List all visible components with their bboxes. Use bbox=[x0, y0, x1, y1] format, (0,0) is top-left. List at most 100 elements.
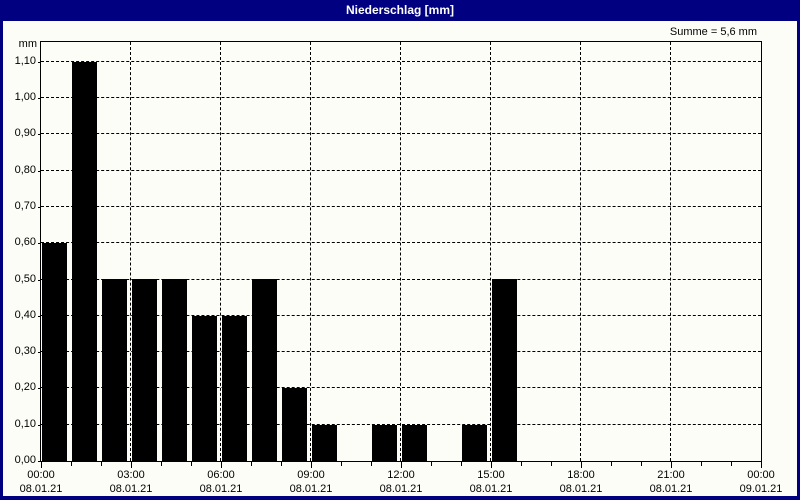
x-tick bbox=[671, 462, 672, 468]
x-tick bbox=[371, 462, 372, 466]
y-tick-label: 1,10 bbox=[14, 55, 36, 67]
y-tick bbox=[38, 171, 41, 172]
x-tick bbox=[701, 462, 702, 466]
y-tick bbox=[38, 388, 41, 389]
y-tick-label: 0,20 bbox=[14, 381, 36, 393]
h-gridline bbox=[41, 279, 761, 280]
y-tick bbox=[38, 316, 41, 317]
y-axis-unit-label: mm bbox=[18, 38, 37, 50]
x-tick bbox=[611, 462, 612, 466]
x-tick bbox=[731, 462, 732, 466]
y-tick bbox=[38, 243, 41, 244]
y-tick bbox=[38, 207, 41, 208]
plot-area bbox=[40, 41, 762, 462]
x-tick bbox=[401, 462, 402, 468]
y-tick bbox=[38, 280, 41, 281]
x-tick bbox=[341, 462, 342, 466]
bar bbox=[72, 62, 97, 461]
x-tick bbox=[161, 462, 162, 466]
y-tick-label: 1,00 bbox=[14, 91, 36, 103]
y-tick-label: 0,50 bbox=[14, 273, 36, 285]
x-tick bbox=[131, 462, 132, 468]
bar bbox=[132, 279, 157, 461]
bar bbox=[492, 279, 517, 461]
sum-annotation: Summe = 5,6 mm bbox=[669, 26, 757, 38]
h-gridline bbox=[41, 133, 761, 134]
x-tick-date-label: 08.01.21 bbox=[289, 483, 333, 495]
x-tick-date-label: 08.01.21 bbox=[19, 483, 63, 495]
y-tick-label: 0,60 bbox=[14, 236, 36, 248]
y-tick-label: 0,00 bbox=[14, 454, 36, 466]
x-tick-time-label: 21:00 bbox=[657, 469, 685, 481]
bar bbox=[372, 425, 397, 461]
x-tick-time-label: 18:00 bbox=[567, 469, 595, 481]
v-gridline bbox=[130, 42, 131, 461]
x-tick bbox=[521, 462, 522, 466]
x-tick-time-label: 06:00 bbox=[207, 469, 235, 481]
y-tick-label: 0,40 bbox=[14, 309, 36, 321]
x-tick-date-label: 08.01.21 bbox=[379, 483, 423, 495]
y-tick bbox=[38, 98, 41, 99]
y-tick bbox=[38, 352, 41, 353]
x-tick-date-label: 08.01.21 bbox=[559, 483, 603, 495]
y-tick-label: 0,80 bbox=[14, 164, 36, 176]
bar bbox=[282, 388, 307, 461]
x-tick bbox=[41, 462, 42, 468]
x-tick-date-label: 08.01.21 bbox=[469, 483, 513, 495]
x-tick-time-label: 03:00 bbox=[117, 469, 145, 481]
y-tick bbox=[38, 62, 41, 63]
h-gridline bbox=[41, 315, 761, 316]
h-gridline bbox=[41, 424, 761, 425]
x-tick-time-label: 00:00 bbox=[747, 469, 775, 481]
bar bbox=[192, 316, 217, 461]
y-tick bbox=[38, 134, 41, 135]
x-tick bbox=[431, 462, 432, 466]
v-gridline bbox=[580, 42, 581, 461]
bar bbox=[222, 316, 247, 461]
x-tick-time-label: 15:00 bbox=[477, 469, 505, 481]
x-tick-date-label: 08.01.21 bbox=[649, 483, 693, 495]
x-tick bbox=[191, 462, 192, 466]
v-gridline bbox=[220, 42, 221, 461]
bar bbox=[462, 425, 487, 461]
x-tick bbox=[311, 462, 312, 468]
x-tick bbox=[491, 462, 492, 468]
v-gridline bbox=[400, 42, 401, 461]
x-tick bbox=[551, 462, 552, 466]
x-tick bbox=[461, 462, 462, 466]
x-tick bbox=[641, 462, 642, 466]
y-tick bbox=[38, 425, 41, 426]
y-tick-label: 0,90 bbox=[14, 127, 36, 139]
x-tick-date-label: 08.01.21 bbox=[109, 483, 153, 495]
bar bbox=[102, 279, 127, 461]
x-tick-date-label: 08.01.21 bbox=[199, 483, 243, 495]
x-tick bbox=[281, 462, 282, 466]
x-tick bbox=[71, 462, 72, 466]
x-tick bbox=[251, 462, 252, 466]
h-gridline bbox=[41, 351, 761, 352]
x-tick bbox=[221, 462, 222, 468]
h-gridline bbox=[41, 242, 761, 243]
x-tick-time-label: 09:00 bbox=[297, 469, 325, 481]
x-tick bbox=[761, 462, 762, 468]
y-tick-label: 0,30 bbox=[14, 345, 36, 357]
h-gridline bbox=[41, 206, 761, 207]
x-tick-time-label: 12:00 bbox=[387, 469, 415, 481]
h-gridline bbox=[41, 387, 761, 388]
h-gridline bbox=[41, 61, 761, 62]
bar bbox=[312, 425, 337, 461]
window-title: Niederschlag [mm] bbox=[345, 3, 455, 17]
v-gridline bbox=[310, 42, 311, 461]
y-tick-label: 0,70 bbox=[14, 200, 36, 212]
bar bbox=[162, 279, 187, 461]
chart-canvas: Summe = 5,6 mm mm 0,00 0,10 0,20 0,30 0,40 0,… bbox=[3, 21, 797, 496]
y-tick bbox=[38, 461, 41, 462]
bar bbox=[402, 425, 427, 461]
bar bbox=[252, 279, 277, 461]
h-gridline bbox=[41, 97, 761, 98]
v-gridline bbox=[490, 42, 491, 461]
x-tick bbox=[581, 462, 582, 468]
x-tick bbox=[101, 462, 102, 466]
y-tick-label: 0,10 bbox=[14, 418, 36, 430]
